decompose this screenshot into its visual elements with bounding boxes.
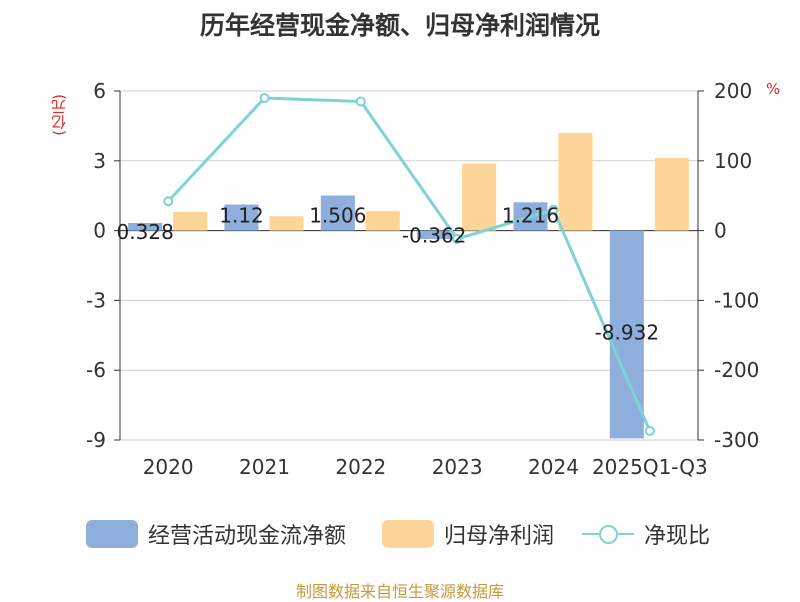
data-label-cash: -8.932 [595,320,659,344]
legend-swatch-cash [86,520,138,548]
ratio-point [452,233,463,244]
left-tick-label: -6 [86,358,106,382]
x-tick-label: 2022 [335,455,386,479]
ratio-point [548,204,559,215]
right-tick-label: -300 [714,428,759,452]
legend-item-ratio[interactable]: 净现比 [582,512,710,556]
ratio-line [167,96,652,432]
right-tick-label: -200 [714,358,759,382]
bar-profit [365,210,400,231]
legend-swatch-profit [382,520,434,548]
left-tick-label: -9 [86,428,106,452]
bar-profit [173,211,208,231]
ratio-point [644,425,655,436]
data-label-cash: 1.12 [219,204,264,228]
x-tick-label: 2023 [432,455,483,479]
left-tick-label: 0 [93,219,106,243]
ratio-point [163,196,174,207]
x-tick-label: 2021 [239,455,290,479]
x-tick-label: 2020 [143,455,194,479]
right-tick-label: 200 [714,79,752,103]
data-label-cash: -0.362 [402,224,466,248]
data-label-cash: 1.506 [309,204,366,228]
bar-cash [224,204,259,231]
bar-cash [128,222,163,231]
bar-cash [320,195,355,231]
bar-profit [462,163,497,231]
legend-line-marker [582,520,634,548]
legend-item-cash[interactable]: 经营活动现金流净额 [86,512,346,556]
right-tick-label: -100 [714,288,759,312]
legend-label-profit: 归母净利润 [444,524,555,549]
data-label-cash: 0.328 [117,220,174,244]
right-tick-label: 0 [714,219,727,243]
ratio-point [355,96,366,107]
bar-profit [654,158,689,231]
right-axis-unit: % [766,80,781,98]
bar-cash [417,230,452,240]
source-note: 制图数据来自恒生聚源数据库 [295,582,504,601]
bar-profit [269,216,304,231]
x-tick-label: 2024 [528,455,579,479]
x-tick-label: 2025Q1-Q3 [592,455,708,479]
ratio-point [259,92,270,103]
legend-label-cash: 经营活动现金流净额 [148,524,347,549]
chart-title: 历年经营现金净额、归母净利润情况 [199,11,600,40]
left-tick-label: 3 [93,149,106,173]
legend: 经营活动现金流净额 归母净利润 净现比 [0,512,800,556]
legend-label-ratio: 净现比 [644,524,711,549]
left-tick-label: -3 [86,288,106,312]
legend-item-profit[interactable]: 归母净利润 [382,512,554,556]
right-tick-label: 100 [714,149,752,173]
left-tick-label: 6 [93,79,106,103]
data-label-cash: 1.216 [502,204,559,228]
bar-profit [558,132,593,231]
